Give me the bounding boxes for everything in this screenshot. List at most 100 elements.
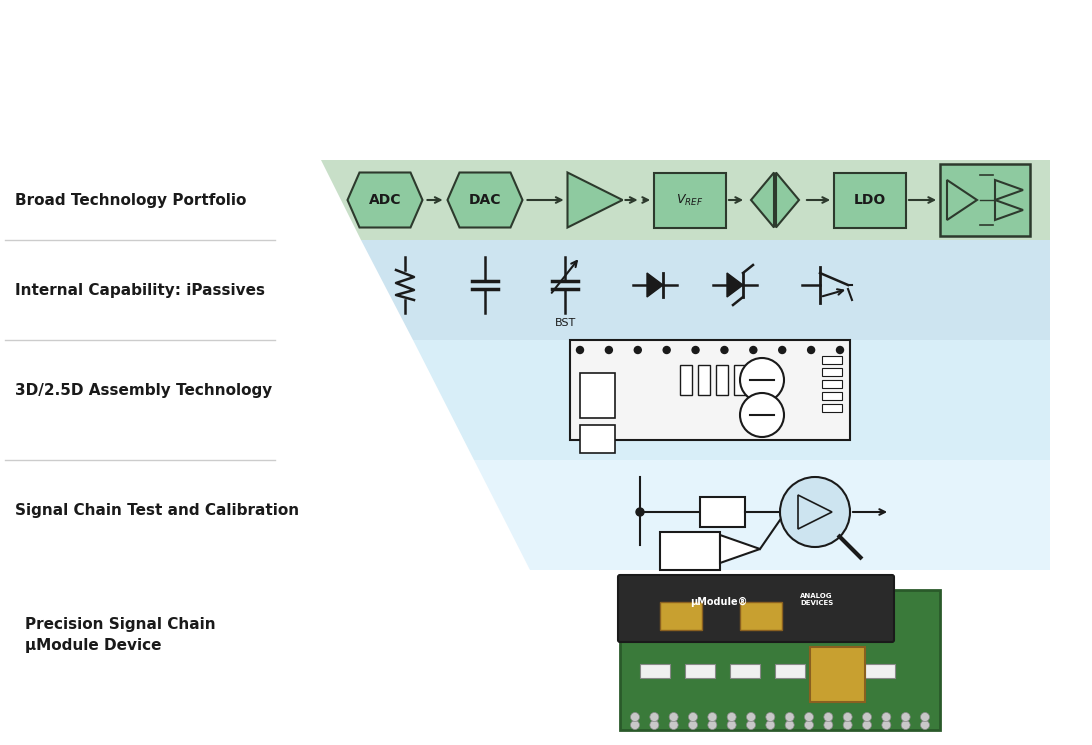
FancyBboxPatch shape bbox=[822, 392, 842, 400]
Circle shape bbox=[843, 712, 852, 721]
FancyBboxPatch shape bbox=[700, 497, 745, 527]
FancyBboxPatch shape bbox=[822, 380, 842, 388]
FancyBboxPatch shape bbox=[822, 356, 842, 364]
Polygon shape bbox=[568, 173, 622, 227]
Circle shape bbox=[780, 477, 850, 547]
Circle shape bbox=[577, 346, 583, 353]
Circle shape bbox=[882, 720, 891, 729]
FancyBboxPatch shape bbox=[570, 340, 850, 440]
Circle shape bbox=[650, 712, 658, 721]
Polygon shape bbox=[413, 340, 1051, 460]
FancyBboxPatch shape bbox=[620, 590, 940, 730]
Circle shape bbox=[721, 346, 728, 353]
Circle shape bbox=[765, 720, 775, 729]
Polygon shape bbox=[995, 180, 1023, 200]
Circle shape bbox=[823, 720, 833, 729]
Circle shape bbox=[750, 346, 757, 353]
Text: Broad Technology Portfolio: Broad Technology Portfolio bbox=[15, 192, 247, 208]
FancyBboxPatch shape bbox=[660, 602, 702, 630]
Circle shape bbox=[785, 712, 794, 721]
FancyBboxPatch shape bbox=[734, 365, 746, 395]
FancyBboxPatch shape bbox=[654, 173, 726, 227]
Text: LDO: LDO bbox=[854, 193, 886, 207]
Circle shape bbox=[636, 508, 644, 516]
Text: Precision Signal Chain
μModule Device: Precision Signal Chain μModule Device bbox=[25, 617, 215, 653]
Polygon shape bbox=[798, 495, 832, 529]
Polygon shape bbox=[720, 535, 760, 563]
Circle shape bbox=[901, 712, 910, 721]
FancyBboxPatch shape bbox=[820, 664, 850, 678]
FancyBboxPatch shape bbox=[680, 365, 692, 395]
Circle shape bbox=[805, 712, 814, 721]
FancyBboxPatch shape bbox=[580, 425, 615, 453]
Polygon shape bbox=[448, 173, 522, 227]
Text: Internal Capability: iPassives: Internal Capability: iPassives bbox=[15, 282, 265, 297]
Circle shape bbox=[765, 712, 775, 721]
Circle shape bbox=[805, 720, 814, 729]
Circle shape bbox=[669, 712, 678, 721]
Circle shape bbox=[708, 712, 716, 721]
FancyBboxPatch shape bbox=[729, 664, 760, 678]
Circle shape bbox=[605, 346, 613, 353]
Circle shape bbox=[740, 393, 784, 437]
Circle shape bbox=[630, 712, 640, 721]
FancyBboxPatch shape bbox=[822, 368, 842, 376]
FancyBboxPatch shape bbox=[698, 365, 710, 395]
Circle shape bbox=[836, 346, 843, 353]
FancyBboxPatch shape bbox=[618, 575, 894, 642]
FancyBboxPatch shape bbox=[834, 173, 906, 227]
Circle shape bbox=[708, 720, 716, 729]
FancyBboxPatch shape bbox=[740, 602, 782, 630]
Polygon shape bbox=[646, 273, 663, 297]
Circle shape bbox=[692, 346, 699, 353]
Circle shape bbox=[634, 346, 641, 353]
Circle shape bbox=[630, 720, 640, 729]
Text: ANALOG
DEVICES: ANALOG DEVICES bbox=[800, 593, 833, 606]
Text: ADC: ADC bbox=[369, 193, 401, 207]
Circle shape bbox=[663, 346, 670, 353]
Polygon shape bbox=[321, 160, 1051, 240]
Circle shape bbox=[785, 720, 794, 729]
Circle shape bbox=[688, 712, 698, 721]
Polygon shape bbox=[727, 273, 743, 297]
Circle shape bbox=[921, 712, 929, 721]
Circle shape bbox=[921, 720, 929, 729]
FancyBboxPatch shape bbox=[716, 365, 728, 395]
FancyBboxPatch shape bbox=[865, 664, 895, 678]
Circle shape bbox=[901, 720, 910, 729]
Polygon shape bbox=[751, 173, 774, 227]
Text: $V_{REF}$: $V_{REF}$ bbox=[676, 192, 703, 208]
Polygon shape bbox=[776, 173, 799, 227]
Circle shape bbox=[863, 720, 871, 729]
Circle shape bbox=[669, 720, 678, 729]
FancyBboxPatch shape bbox=[810, 647, 865, 702]
FancyBboxPatch shape bbox=[580, 373, 615, 418]
Polygon shape bbox=[361, 240, 1051, 340]
Circle shape bbox=[779, 346, 786, 353]
Circle shape bbox=[808, 346, 815, 353]
FancyBboxPatch shape bbox=[940, 164, 1030, 236]
Circle shape bbox=[650, 720, 658, 729]
Text: BST: BST bbox=[555, 318, 575, 328]
Circle shape bbox=[843, 720, 852, 729]
Circle shape bbox=[747, 712, 756, 721]
Circle shape bbox=[882, 712, 891, 721]
Circle shape bbox=[823, 712, 833, 721]
FancyBboxPatch shape bbox=[640, 664, 670, 678]
FancyBboxPatch shape bbox=[660, 532, 720, 570]
Circle shape bbox=[740, 358, 784, 402]
Polygon shape bbox=[474, 460, 1051, 570]
Text: Signal Chain Test and Calibration: Signal Chain Test and Calibration bbox=[15, 502, 299, 518]
Circle shape bbox=[688, 720, 698, 729]
FancyBboxPatch shape bbox=[775, 664, 805, 678]
FancyBboxPatch shape bbox=[822, 404, 842, 412]
Text: DAC: DAC bbox=[468, 193, 501, 207]
Text: μModule®: μModule® bbox=[690, 597, 748, 607]
Polygon shape bbox=[347, 173, 423, 227]
Polygon shape bbox=[995, 200, 1023, 220]
Text: 3D/2.5D Assembly Technology: 3D/2.5D Assembly Technology bbox=[15, 382, 272, 398]
Circle shape bbox=[727, 712, 736, 721]
Circle shape bbox=[863, 712, 871, 721]
Circle shape bbox=[727, 720, 736, 729]
Polygon shape bbox=[947, 180, 977, 220]
